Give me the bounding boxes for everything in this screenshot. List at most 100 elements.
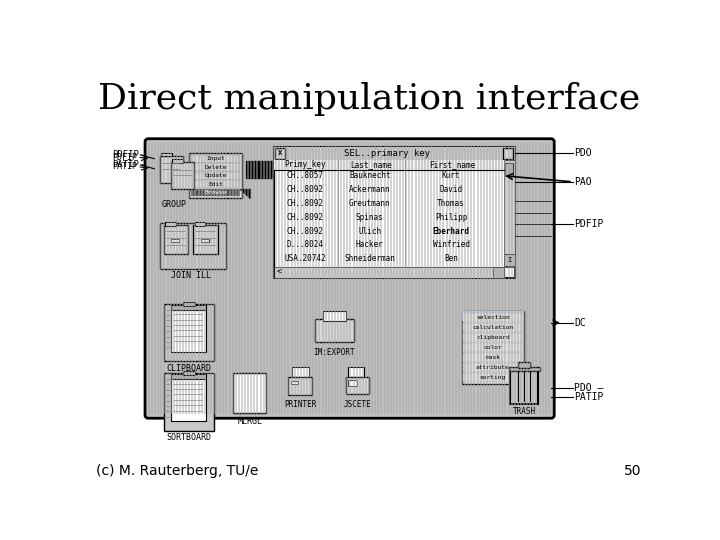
Text: PATIP: PATIP: [575, 393, 604, 402]
Bar: [463, 373, 523, 382]
Text: PAO: PAO: [575, 177, 592, 187]
Text: Ackermann: Ackermann: [349, 185, 390, 194]
Text: DC: DC: [575, 318, 586, 328]
Polygon shape: [240, 189, 250, 198]
Text: Ulich: Ulich: [359, 227, 382, 235]
Text: PRINTER: PRINTER: [284, 400, 316, 409]
Bar: [201, 239, 209, 242]
Bar: [191, 164, 240, 171]
Text: CH..8092: CH..8092: [287, 213, 324, 222]
Bar: [287, 377, 312, 395]
Bar: [246, 161, 281, 178]
Bar: [171, 239, 179, 242]
Bar: [171, 309, 206, 352]
Bar: [346, 377, 369, 394]
Bar: [274, 159, 504, 170]
Text: Philipp: Philipp: [435, 213, 467, 222]
Text: Input: Input: [206, 156, 225, 161]
Text: Spinas: Spinas: [356, 213, 384, 222]
Text: CH..8092: CH..8092: [287, 185, 324, 194]
Bar: [463, 313, 523, 322]
Text: Winfried: Winfried: [433, 240, 469, 249]
Bar: [171, 374, 206, 379]
Text: Kurt: Kurt: [442, 171, 460, 180]
Text: PDFIP: PDFIP: [575, 219, 604, 229]
Bar: [348, 367, 364, 377]
Bar: [504, 254, 515, 266]
Text: CH..8057: CH..8057: [287, 171, 324, 180]
Text: sorting: sorting: [480, 375, 506, 380]
Text: SEL..primary key: SEL..primary key: [344, 149, 430, 158]
Text: Greutmann: Greutmann: [349, 199, 390, 208]
Text: I: I: [507, 256, 511, 262]
Bar: [291, 381, 299, 384]
Bar: [463, 323, 523, 332]
Bar: [160, 222, 225, 269]
Bar: [292, 367, 309, 377]
Text: David: David: [440, 185, 463, 194]
Text: Ben: Ben: [444, 254, 458, 264]
Text: PATIP: PATIP: [112, 162, 138, 171]
Text: 50: 50: [624, 464, 642, 478]
Bar: [233, 373, 266, 413]
Bar: [493, 267, 504, 278]
Bar: [171, 379, 206, 421]
Bar: [171, 162, 194, 189]
Text: PDFIP: PDFIP: [112, 153, 138, 161]
Bar: [315, 319, 354, 342]
Bar: [189, 153, 242, 198]
Text: Primy_key: Primy_key: [284, 160, 326, 170]
Bar: [163, 373, 214, 430]
Text: Eberhard: Eberhard: [433, 227, 469, 235]
Text: JOIN ILL: JOIN ILL: [171, 271, 211, 280]
Text: Thomas: Thomas: [437, 199, 465, 208]
Bar: [160, 156, 183, 183]
Text: JSCETE: JSCETE: [343, 400, 372, 409]
Bar: [508, 367, 539, 372]
Text: Browse: Browse: [204, 190, 227, 195]
Bar: [462, 311, 524, 384]
Text: GROUP: GROUP: [161, 200, 186, 208]
Text: CH..8092: CH..8092: [287, 199, 324, 208]
Bar: [191, 172, 240, 179]
FancyBboxPatch shape: [145, 139, 554, 418]
Bar: [171, 305, 206, 309]
Bar: [510, 369, 538, 403]
Bar: [191, 180, 240, 188]
Bar: [275, 148, 284, 159]
Text: PDFIP: PDFIP: [112, 150, 139, 159]
Bar: [462, 311, 524, 321]
Text: color: color: [484, 345, 503, 350]
Text: PDO –: PDO –: [575, 383, 604, 393]
Text: CH..8092: CH..8092: [287, 227, 324, 235]
Text: Last_name: Last_name: [351, 160, 392, 170]
Bar: [191, 155, 240, 163]
Bar: [463, 343, 523, 352]
Bar: [274, 147, 515, 159]
Text: Edit: Edit: [208, 181, 223, 187]
Bar: [503, 148, 513, 159]
Bar: [463, 333, 523, 342]
Bar: [348, 380, 357, 386]
Text: Delete: Delete: [204, 165, 227, 170]
Bar: [518, 362, 530, 368]
Text: Direct manipulation interface: Direct manipulation interface: [98, 83, 640, 117]
Bar: [463, 353, 523, 362]
Bar: [191, 189, 240, 197]
Bar: [165, 222, 176, 226]
Text: MLRGL: MLRGL: [237, 417, 262, 427]
Bar: [504, 159, 515, 267]
Text: calculation: calculation: [472, 325, 513, 330]
Text: clipboard: clipboard: [476, 335, 510, 340]
Bar: [163, 225, 189, 254]
Text: <: <: [276, 267, 282, 276]
Text: mask: mask: [485, 355, 500, 360]
Bar: [183, 372, 194, 375]
Text: PATIP: PATIP: [112, 160, 139, 170]
Text: Bauknecht: Bauknecht: [349, 171, 390, 180]
Text: X: X: [278, 150, 282, 157]
Bar: [183, 302, 194, 306]
Text: IM:EXPORT: IM:EXPORT: [313, 348, 355, 357]
Text: Shneiderman: Shneiderman: [344, 254, 395, 264]
Bar: [274, 267, 504, 278]
